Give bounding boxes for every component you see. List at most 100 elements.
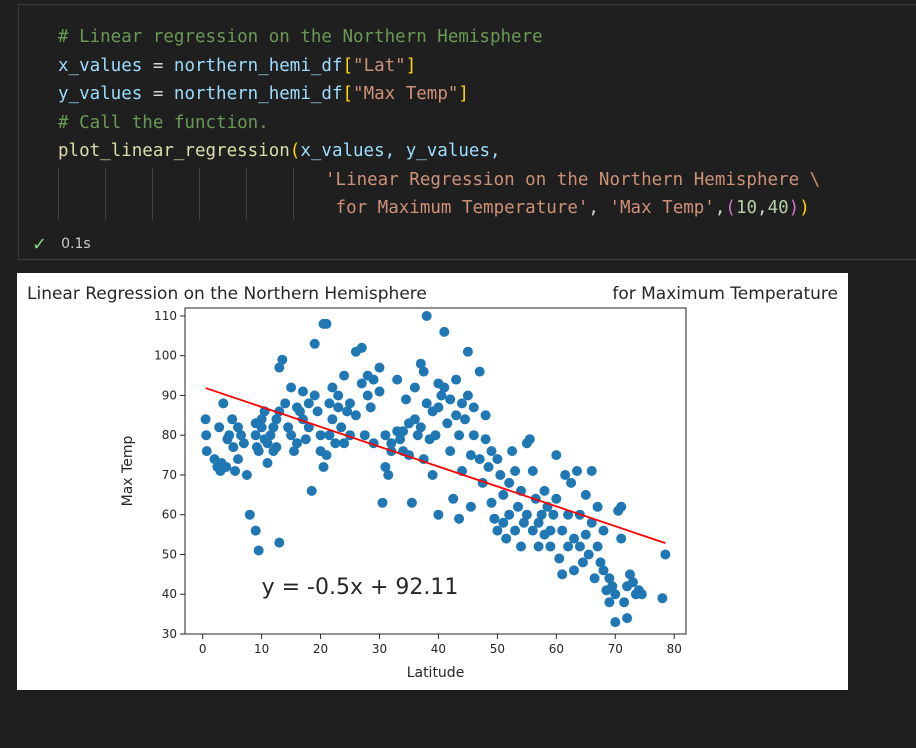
- data-point: [274, 537, 285, 548]
- code-cell[interactable]: # Linear regression on the Northern Hemi…: [0, 0, 916, 262]
- scatter-points: [200, 311, 671, 628]
- data-point: [398, 426, 409, 437]
- data-point: [492, 454, 503, 465]
- data-point: [330, 438, 341, 449]
- data-point: [336, 422, 347, 433]
- data-point: [318, 462, 329, 472]
- data-point: [504, 509, 515, 520]
- plot-frame: [184, 307, 687, 635]
- x-axis-label: Latitude: [407, 665, 465, 681]
- data-point: [507, 446, 518, 457]
- data-point: [286, 430, 297, 441]
- x-tick-label: 40: [431, 642, 446, 656]
- data-point: [604, 597, 615, 608]
- data-point: [233, 422, 243, 433]
- data-point: [262, 458, 273, 468]
- data-point: [524, 434, 535, 445]
- cell-border: [18, 4, 916, 260]
- data-point: [598, 565, 609, 576]
- data-point: [589, 573, 600, 584]
- data-point: [569, 565, 579, 576]
- data-point: [430, 430, 441, 441]
- data-point: [516, 541, 526, 552]
- data-point: [368, 374, 379, 385]
- data-point: [327, 382, 338, 393]
- data-point: [527, 525, 538, 536]
- data-point: [480, 434, 491, 445]
- chart-title-right: for Maximum Temperature: [612, 284, 838, 304]
- data-point: [233, 454, 243, 465]
- y-axis-label: Max Temp: [120, 436, 136, 507]
- data-point: [289, 446, 299, 457]
- data-point: [486, 497, 497, 508]
- data-point: [454, 513, 465, 524]
- data-point: [395, 434, 406, 445]
- data-point: [324, 398, 335, 409]
- data-point: [268, 422, 279, 433]
- execution-status: ✓ 0.1s: [32, 232, 91, 256]
- data-point: [421, 311, 432, 321]
- data-point: [468, 402, 479, 413]
- data-point: [350, 410, 361, 421]
- data-point: [253, 446, 264, 457]
- data-point: [551, 450, 562, 461]
- x-tick-label: 0: [199, 642, 207, 656]
- code-line-4: # Call the function.: [58, 113, 269, 133]
- data-point: [448, 493, 459, 504]
- y-tick-label: 100: [154, 349, 177, 363]
- data-point: [539, 485, 550, 496]
- data-point: [342, 406, 353, 417]
- indent-guide: [199, 168, 200, 220]
- data-point: [356, 342, 367, 353]
- y-tick-label: 70: [162, 468, 177, 482]
- data-point: [436, 390, 447, 401]
- data-point: [563, 509, 574, 520]
- data-point: [518, 517, 529, 528]
- data-point: [489, 513, 500, 524]
- data-point: [580, 529, 591, 540]
- data-point: [486, 446, 497, 457]
- data-point: [433, 509, 444, 520]
- x-axis-ticks: 0 10 20 30 40 50 60 70 80: [199, 634, 682, 656]
- data-point: [321, 450, 332, 461]
- data-point: [238, 438, 249, 449]
- cell-output: Linear Regression on the Northern Hemisp…: [17, 273, 848, 690]
- data-point: [339, 438, 350, 449]
- data-point: [271, 414, 282, 425]
- data-point: [483, 462, 494, 472]
- data-point: [474, 454, 485, 465]
- data-point: [321, 318, 332, 329]
- x-tick-label: 60: [549, 642, 564, 656]
- code-line-2: x_values = northern_hemi_df["Lat"]: [58, 56, 417, 76]
- data-point: [586, 517, 597, 528]
- data-point: [327, 414, 338, 425]
- data-point: [560, 470, 571, 480]
- checkmark-icon: ✓: [32, 233, 48, 255]
- data-point: [309, 390, 320, 401]
- data-point: [557, 525, 568, 536]
- regression-equation: y = -0.5x + 92.11: [262, 575, 459, 600]
- data-point: [312, 406, 323, 417]
- data-point: [433, 402, 444, 413]
- x-tick-label: 80: [667, 642, 682, 656]
- data-point: [545, 541, 556, 552]
- data-point: [462, 390, 473, 401]
- data-point: [306, 485, 317, 496]
- data-point: [297, 386, 308, 397]
- data-point: [545, 525, 556, 536]
- data-point: [230, 466, 241, 476]
- data-point: [374, 386, 385, 397]
- data-point: [415, 358, 426, 369]
- data-point: [300, 434, 311, 445]
- y-tick-label: 30: [162, 627, 177, 641]
- data-point: [574, 541, 585, 552]
- data-point: [451, 410, 462, 421]
- data-point: [250, 430, 261, 441]
- data-point: [256, 422, 267, 433]
- regression-line: [205, 387, 666, 544]
- x-tick-label: 10: [254, 642, 269, 656]
- data-point: [218, 398, 229, 409]
- code-line-5: plot_linear_regression(x_values, y_value…: [58, 141, 501, 161]
- data-point: [474, 366, 485, 377]
- data-point: [465, 501, 476, 512]
